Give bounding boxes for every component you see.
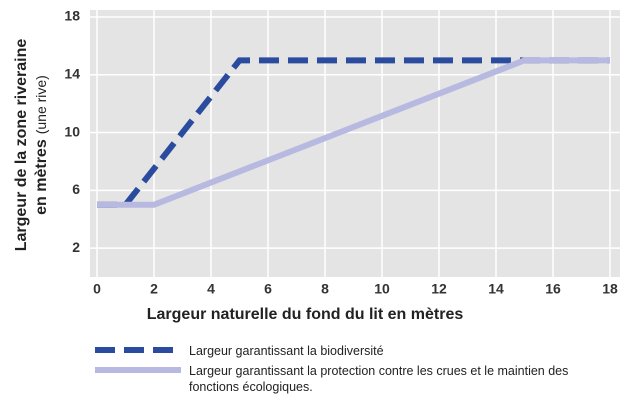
legend-item: Largeur garantissant la biodiversité <box>95 343 620 359</box>
y-axis-label-line: Largeur de la zone riveraine <box>13 39 30 252</box>
y-axis-label: Largeur de la zone riveraine en mètres (un… <box>13 39 50 252</box>
x-tick-label: 14 <box>488 281 504 297</box>
x-tick-label: 2 <box>150 281 158 297</box>
legend-label: Largeur garantissant la biodiversité <box>189 344 384 358</box>
y-tick-label: 10 <box>64 123 80 139</box>
y-tick-label: 14 <box>64 65 80 81</box>
chart: 2 6 10 14 18 0 2 4 6 8 10 12 14 16 18 Largeur naturelle… <box>13 8 620 323</box>
x-tick-label: 4 <box>207 281 215 297</box>
y-tick-label: 18 <box>64 8 80 24</box>
legend-item: Largeur garantissant la protection contr… <box>95 363 620 395</box>
x-tick-label: 8 <box>321 281 329 297</box>
y-tick-label: 2 <box>72 239 80 255</box>
plot-background <box>90 10 620 277</box>
x-axis-label: Largeur naturelle du fond du lit en mètr… <box>147 306 464 323</box>
legend-label: Largeur garantissant la protection contr… <box>189 364 569 394</box>
x-tick-label: 6 <box>264 281 272 297</box>
x-tick-label: 12 <box>431 281 447 297</box>
legend-swatch <box>95 347 181 353</box>
series-line <box>97 57 610 208</box>
x-tick-label: 10 <box>374 281 390 297</box>
y-axis-label-line: en mètres <box>33 139 50 215</box>
legend-swatch <box>95 367 181 373</box>
y-axis-label-note: (une rive) <box>33 75 49 134</box>
legend: Largeur garantissant la biodiversité Larg… <box>95 343 620 399</box>
y-tick-label: 6 <box>72 181 80 197</box>
x-tick-label: 18 <box>602 281 618 297</box>
x-tick-label: 0 <box>93 281 101 297</box>
x-tick-label: 16 <box>545 281 561 297</box>
